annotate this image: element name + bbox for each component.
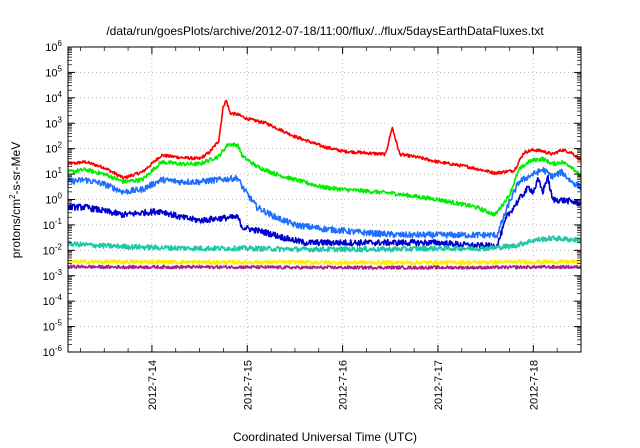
y-tick-exp: 6 — [58, 39, 63, 48]
y-tick-base: 10 — [43, 245, 55, 257]
y-tick-base: 10 — [45, 42, 57, 54]
y-axis: 10610510410310210110010-110-210-310-410-… — [43, 39, 581, 359]
y-tick-exp: 4 — [58, 90, 63, 99]
y-tick-exp: 1 — [58, 166, 63, 175]
y-tick-label: 101 — [45, 166, 62, 181]
y-tick-exp: 5 — [58, 64, 63, 73]
y-tick-exp: -1 — [55, 217, 63, 226]
y-tick-label: 102 — [45, 141, 62, 156]
y-tick-base: 10 — [43, 347, 55, 359]
y-tick-exp: -2 — [55, 242, 63, 251]
series-line-6 — [67, 259, 582, 266]
chart-title: /data/run/goesPlots/archive/2012-07-18/1… — [106, 24, 544, 38]
y-tick-exp: -3 — [55, 268, 63, 277]
y-tick-base: 10 — [45, 93, 57, 105]
y-tick-label: 104 — [45, 90, 62, 105]
y-tick-exp: -4 — [55, 293, 63, 302]
series-line-2 — [67, 142, 582, 217]
series-group — [67, 99, 582, 270]
y-tick-label: 10-4 — [43, 293, 63, 308]
y-tick-base: 10 — [43, 296, 55, 308]
y-tick-base: 10 — [45, 144, 57, 156]
y-tick-base: 10 — [43, 220, 55, 232]
x-tick-label: 2012-7-18 — [528, 360, 540, 410]
x-tick-label: 2012-7-15 — [242, 360, 254, 410]
y-axis-label-sup: 2 — [8, 194, 17, 199]
y-tick-base: 10 — [45, 169, 57, 181]
y-tick-exp: -5 — [55, 319, 63, 328]
series-line-3 — [67, 167, 582, 239]
series-line-1 — [67, 99, 582, 180]
x-tick-label: 2012-7-16 — [338, 360, 350, 410]
y-tick-base: 10 — [43, 322, 55, 334]
y-tick-label: 10-5 — [43, 319, 63, 334]
y-tick-exp: 3 — [58, 115, 63, 124]
y-tick-label: 100 — [45, 192, 62, 207]
series-line-5 — [67, 235, 582, 253]
y-tick-base: 10 — [45, 195, 57, 207]
y-tick-exp: 2 — [58, 141, 63, 150]
y-tick-label: 10-2 — [43, 242, 63, 257]
series-line-7 — [67, 264, 582, 270]
y-tick-base: 10 — [45, 118, 57, 130]
y-tick-label: 103 — [45, 115, 62, 130]
x-tick-label: 2012-7-14 — [147, 360, 159, 410]
y-axis-label: protons/cm2-s-sr-MeV — [8, 142, 23, 258]
y-tick-label: 10-6 — [43, 344, 63, 359]
y-tick-label: 10-3 — [43, 268, 63, 283]
y-tick-label: 10-1 — [43, 217, 63, 232]
grid — [68, 47, 581, 352]
y-axis-label-pre: protons/cm — [9, 199, 23, 258]
y-axis-label-post: -s-sr-MeV — [9, 142, 23, 195]
y-tick-label: 106 — [45, 39, 62, 54]
y-tick-base: 10 — [45, 67, 57, 79]
y-tick-exp: 0 — [58, 192, 63, 201]
x-axis: 2012-7-14 2012-7-15 2012-7-16 2012-7-17 2012… — [80, 47, 582, 410]
y-tick-base: 10 — [43, 271, 55, 283]
x-tick-label: 2012-7-17 — [433, 360, 445, 410]
y-tick-exp: -6 — [55, 344, 63, 353]
y-tick-label: 105 — [45, 64, 62, 79]
x-axis-label: Coordinated Universal Time (UTC) — [233, 430, 417, 444]
